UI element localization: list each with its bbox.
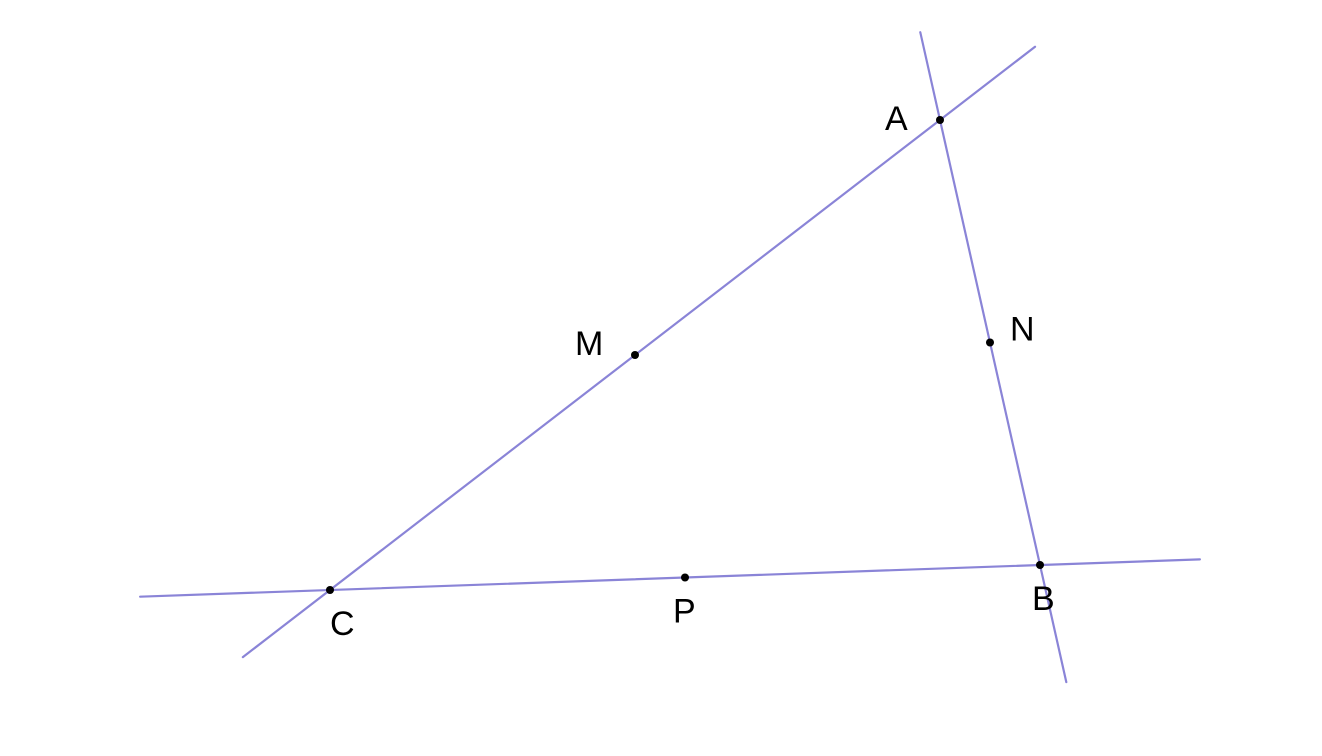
label-M: M	[575, 325, 603, 363]
label-B: B	[1032, 580, 1055, 618]
line-CA	[243, 47, 1035, 657]
point-N	[986, 339, 994, 347]
point-P	[681, 574, 689, 582]
point-A	[936, 116, 944, 124]
point-M	[631, 351, 639, 359]
point-C	[326, 586, 334, 594]
geometry-diagram: A B C M N P	[0, 0, 1322, 756]
point-B	[1036, 561, 1044, 569]
label-C: C	[330, 605, 355, 643]
label-N: N	[1010, 311, 1035, 349]
label-A: A	[885, 100, 908, 138]
label-P: P	[673, 593, 696, 631]
